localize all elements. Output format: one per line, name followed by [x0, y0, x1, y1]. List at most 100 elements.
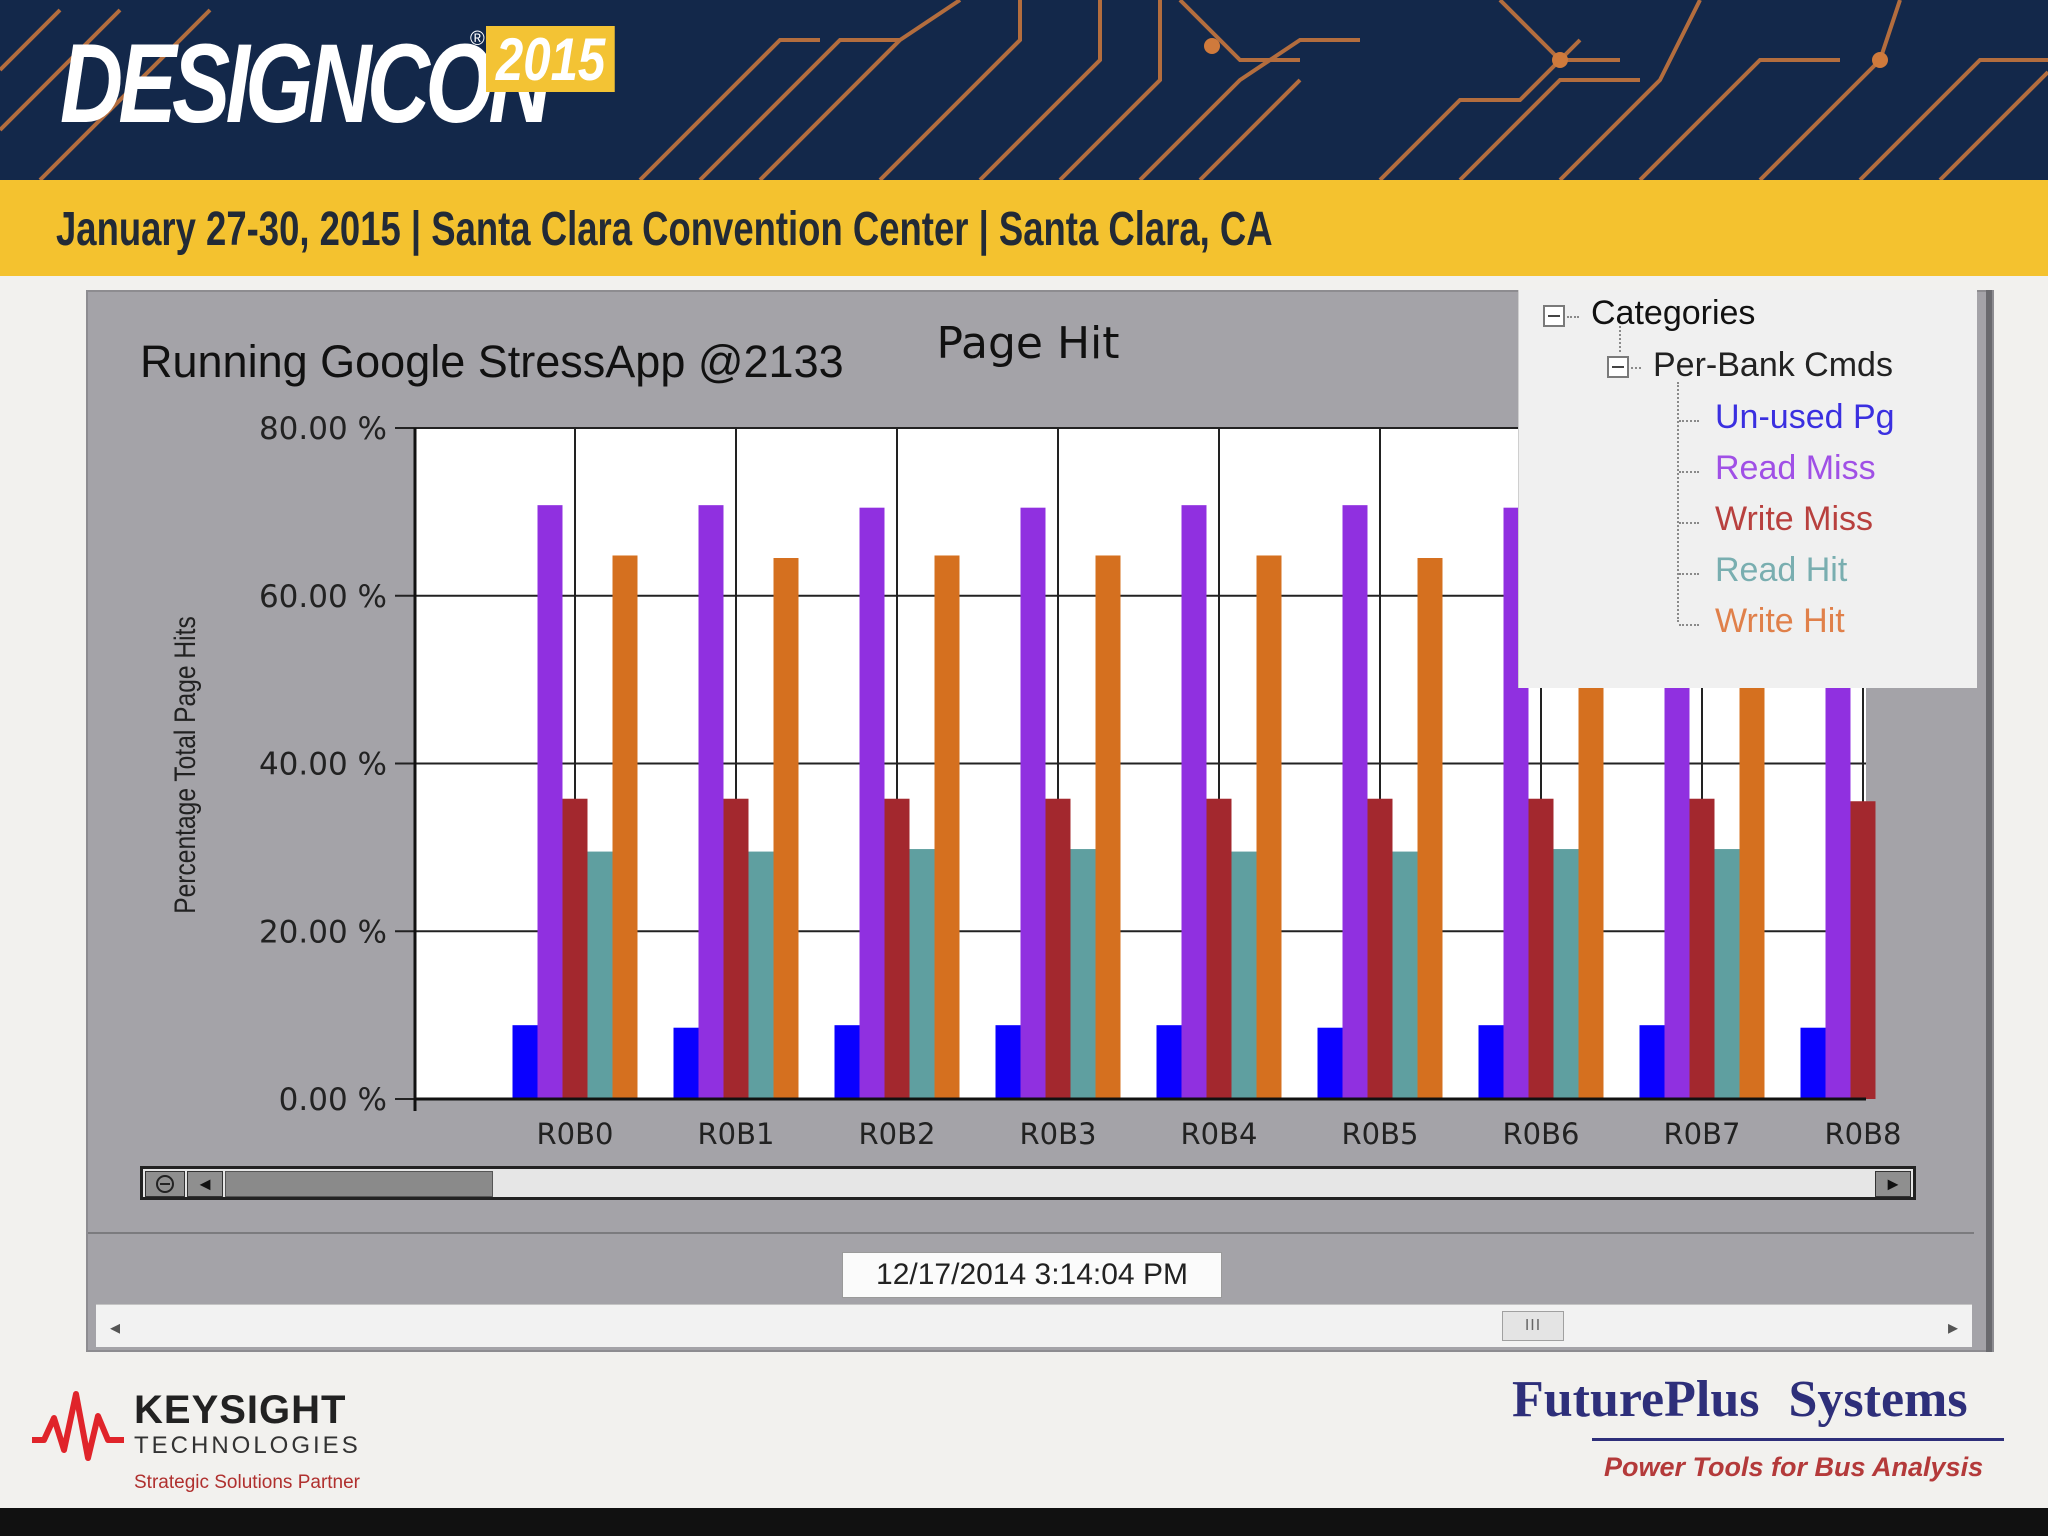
- window-scroll-left-arrow[interactable]: ◂: [110, 1317, 121, 1339]
- keysight-subtitle: TECHNOLOGIES: [134, 1432, 361, 1459]
- y-tick-label: 80.00 %: [259, 411, 387, 447]
- window-scroll-thumb[interactable]: III: [1502, 1311, 1564, 1341]
- bar-un-used-pg-r0b3: [995, 1025, 1021, 1099]
- bar-write-hit-r0b3: [1095, 555, 1121, 1099]
- event-info-text: January 27-30, 2015 | Santa Clara Conven…: [56, 203, 1273, 256]
- tree-connector: [1567, 316, 1579, 318]
- bar-read-hit-r0b1: [748, 851, 774, 1099]
- x-tick-label: R0B6: [1503, 1117, 1580, 1151]
- bottom-bar: [0, 1508, 2048, 1536]
- bar-write-miss-r0b3: [1045, 798, 1071, 1099]
- keysight-name: KEYSIGHT: [134, 1388, 347, 1432]
- legend-item-write-hit[interactable]: Write Hit: [1715, 602, 1845, 640]
- scroll-left-button[interactable]: ◄: [187, 1171, 223, 1197]
- event-info-bar: January 27-30, 2015 | Santa Clara Conven…: [0, 180, 2048, 276]
- y-tick-label: 40.00 %: [259, 747, 387, 783]
- bar-read-hit-r0b7: [1714, 849, 1740, 1099]
- bar-un-used-pg-r0b5: [1317, 1027, 1343, 1099]
- timestamp-field: 12/17/2014 3:14:04 PM: [842, 1252, 1222, 1298]
- axis-layer: 0.00 % 20.00 % 40.00 % 60.00 % 80.00 % R0B0 R0…: [259, 411, 1902, 1151]
- y-tick-label: 20.00 %: [259, 914, 387, 950]
- keysight-wave-icon: [32, 1391, 124, 1461]
- tree-connector: [1679, 573, 1699, 575]
- tree-connector: [1679, 624, 1699, 626]
- logo-year-badge: 2015: [486, 26, 616, 92]
- bar-write-hit-r0b2: [934, 555, 960, 1099]
- tree-connector: [1679, 420, 1699, 422]
- logo-registered-mark: ®: [470, 28, 485, 50]
- bar-write-hit-r0b5: [1417, 558, 1443, 1099]
- zoom-reset-button[interactable]: [145, 1171, 185, 1197]
- bar-read-miss-r0b4: [1181, 505, 1207, 1099]
- bar-read-miss-r0b1: [698, 505, 724, 1099]
- x-tick-label: R0B1: [698, 1117, 775, 1151]
- bar-un-used-pg-r0b2: [834, 1025, 860, 1099]
- logo-text: DESIGNCON: [60, 21, 552, 146]
- tree-connector: [1677, 382, 1679, 622]
- bar-read-miss-r0b0: [537, 505, 563, 1099]
- x-tick-label: R0B4: [1181, 1117, 1258, 1151]
- bar-read-miss-r0b3: [1020, 507, 1046, 1099]
- bar-write-miss-r0b5: [1367, 798, 1393, 1099]
- bar-read-hit-r0b5: [1392, 851, 1418, 1099]
- bar-write-miss-r0b7: [1689, 798, 1715, 1099]
- circuit-pattern: [0, 0, 2048, 180]
- chart-horizontal-scrollbar[interactable]: ◄ ►: [140, 1166, 1916, 1200]
- bar-un-used-pg-r0b4: [1156, 1025, 1182, 1099]
- bar-write-hit-r0b1: [773, 558, 799, 1099]
- x-tick-label: R0B5: [1342, 1117, 1419, 1151]
- bar-un-used-pg-r0b8: [1800, 1027, 1826, 1099]
- legend-item-read-hit[interactable]: Read Hit: [1715, 551, 1848, 589]
- legend-item-write-miss[interactable]: Write Miss: [1715, 500, 1874, 538]
- root-collapse-toggle[interactable]: [1543, 305, 1565, 327]
- y-axis-label: Percentage Total Page Hits: [168, 616, 202, 914]
- bar-write-miss-r0b1: [723, 798, 749, 1099]
- legend-item-un-used-pg[interactable]: Un-used Pg: [1715, 398, 1895, 436]
- bar-write-miss-r0b4: [1206, 798, 1232, 1099]
- bar-un-used-pg-r0b7: [1639, 1025, 1665, 1099]
- scroll-thumb[interactable]: [225, 1171, 493, 1197]
- panel-divider: [88, 1232, 1974, 1234]
- bar-write-miss-r0b6: [1528, 798, 1554, 1099]
- zoom-icon: [156, 1175, 174, 1193]
- x-tick-label: R0B8: [1825, 1117, 1902, 1151]
- futureplus-name: FuturePlus Systems: [1512, 1371, 1968, 1428]
- legend-item-read-miss[interactable]: Read Miss: [1715, 449, 1876, 487]
- bar-un-used-pg-r0b0: [512, 1025, 538, 1099]
- window-scroll-right-arrow[interactable]: ▸: [1947, 1317, 1958, 1339]
- bar-write-miss-r0b2: [884, 798, 910, 1099]
- bar-write-miss-r0b8: [1850, 801, 1876, 1099]
- y-tick-label: 0.00 %: [279, 1082, 387, 1118]
- bar-write-hit-r0b4: [1256, 555, 1282, 1099]
- tree-connector: [1619, 326, 1621, 352]
- bar-read-hit-r0b4: [1231, 851, 1257, 1099]
- bar-read-hit-r0b0: [587, 851, 613, 1099]
- annotation-text: Running Google StressApp @2133: [140, 336, 844, 387]
- bar-read-miss-r0b2: [859, 507, 885, 1099]
- group-collapse-toggle[interactable]: [1607, 356, 1629, 378]
- bar-read-hit-r0b6: [1553, 849, 1579, 1099]
- x-tick-label: R0B3: [1020, 1117, 1097, 1151]
- bar-read-miss-r0b5: [1342, 505, 1368, 1099]
- x-tick-label: R0B2: [859, 1117, 936, 1151]
- bar-un-used-pg-r0b1: [673, 1027, 699, 1099]
- legend-group-label[interactable]: Per-Bank Cmds: [1653, 346, 1893, 384]
- bar-read-hit-r0b3: [1070, 849, 1096, 1099]
- designcon-logo: DESIGNCON: [60, 28, 684, 140]
- header-banner: DESIGNCON ® 2015: [0, 0, 2048, 180]
- scroll-right-button[interactable]: ►: [1875, 1171, 1911, 1197]
- bar-un-used-pg-r0b6: [1478, 1025, 1504, 1099]
- bar-write-miss-r0b0: [562, 798, 588, 1099]
- bar-read-hit-r0b2: [909, 849, 935, 1099]
- tree-connector: [1631, 367, 1641, 369]
- legend-root-label[interactable]: Categories: [1591, 294, 1756, 332]
- y-tick-label: 60.00 %: [259, 579, 387, 615]
- panel-edge: [1986, 290, 1992, 1352]
- keysight-partner-text: Strategic Solutions Partner: [134, 1472, 361, 1493]
- legend-tree: Categories Per-Bank Cmds Un-used Pg Read …: [1518, 290, 1977, 688]
- futureplus-rule: [1592, 1438, 2004, 1441]
- tree-connector: [1679, 522, 1699, 524]
- window-horizontal-scrollbar[interactable]: ◂ III ▸: [96, 1304, 1972, 1347]
- futureplus-tagline: Power Tools for Bus Analysis: [1604, 1452, 1984, 1482]
